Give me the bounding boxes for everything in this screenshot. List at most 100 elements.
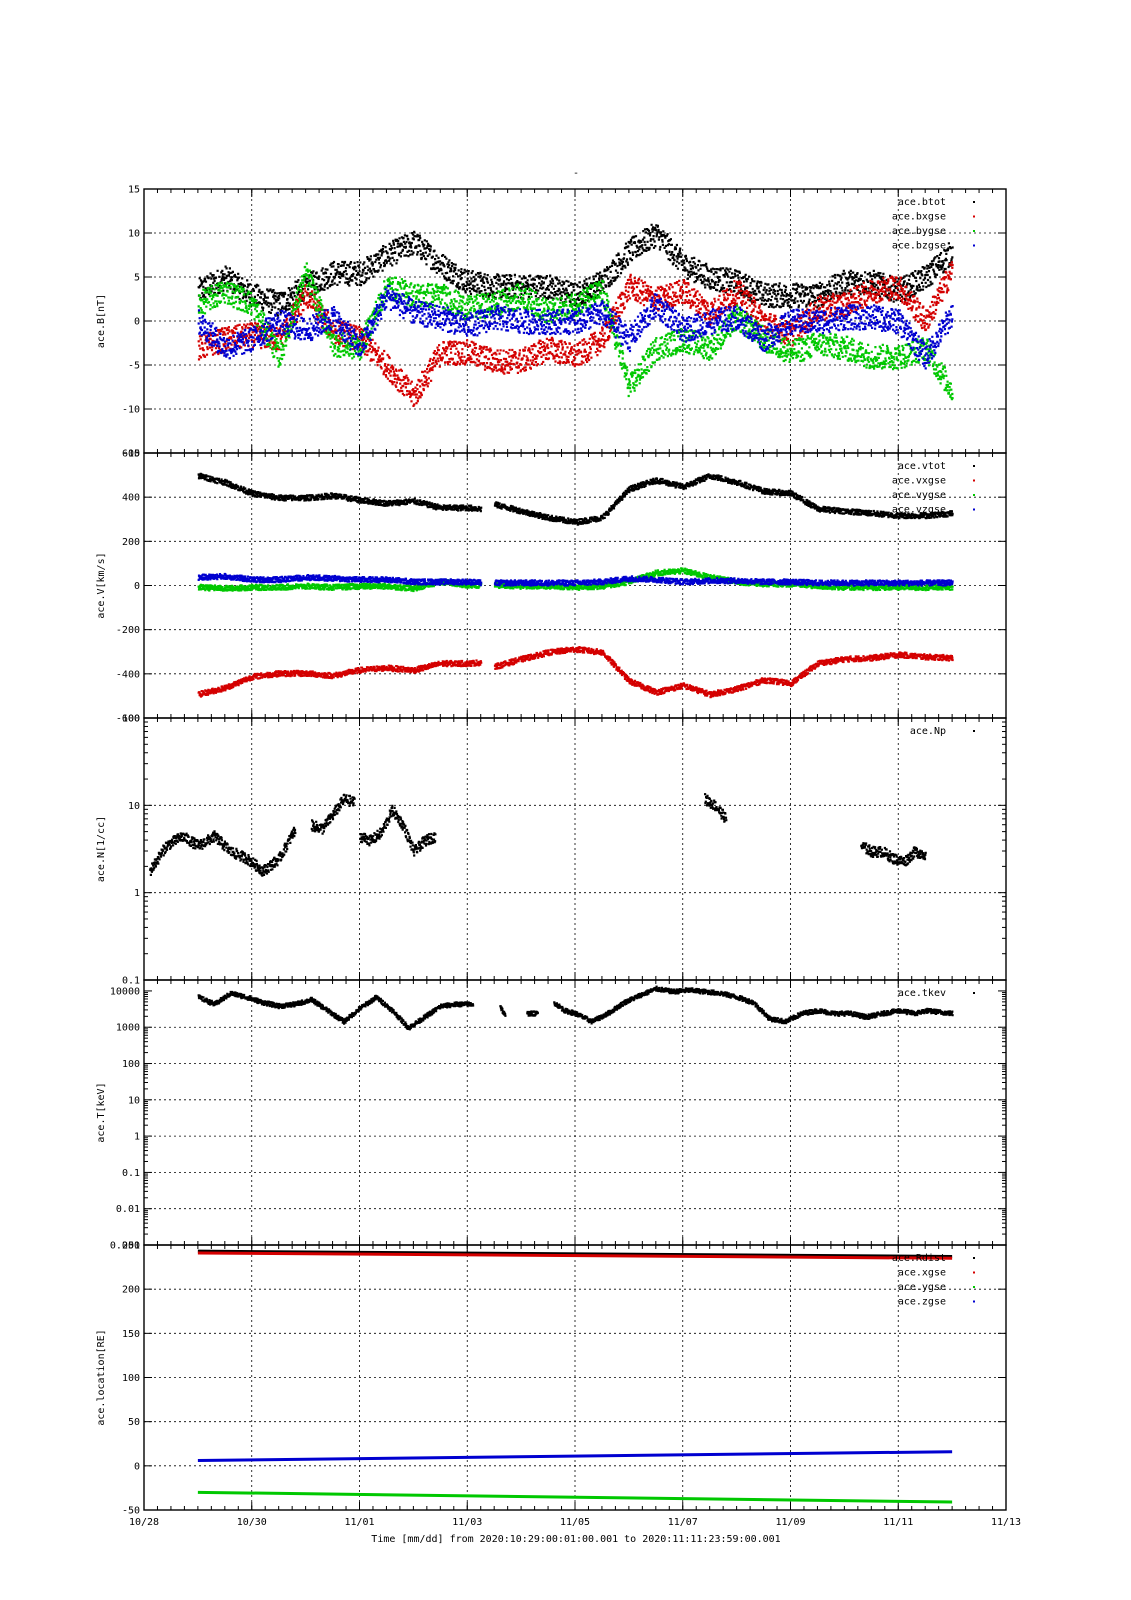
legend-label: ace.btot — [898, 197, 946, 208]
series-ace-xgse — [197, 1251, 953, 1260]
legend-label: ace.tkev — [898, 988, 946, 999]
y-tick-label: 250 — [122, 1241, 140, 1252]
panel-B: -15 -10 -5 0 5 10 15 ace.btot ace.bxgse ace.bygse… — [96, 185, 1007, 460]
legend-marker — [973, 230, 975, 232]
legend-marker — [973, 465, 975, 467]
y-tick-label: 0.001 — [110, 1241, 140, 1252]
y-tick-label: 0.1 — [122, 976, 140, 987]
series-points — [499, 1005, 507, 1017]
legend-marker — [973, 1286, 975, 1288]
legend-label: ace.vtot — [898, 461, 946, 472]
y-tick-label: 5 — [134, 273, 140, 284]
legend-marker — [973, 479, 975, 482]
x-tick-label: 11/01 — [344, 1517, 374, 1528]
y-axis-title: ace.T[keV] — [96, 1082, 107, 1142]
series-points — [553, 985, 954, 1025]
legend-label: ace.Np — [910, 726, 946, 737]
legend-label: ace.bzgse — [892, 241, 946, 252]
y-tick-label: 200 — [122, 1285, 140, 1296]
legend-label: ace.bxgse — [892, 212, 946, 223]
y-tick-label: 0 — [134, 317, 140, 328]
series-line — [197, 1490, 953, 1504]
series-points — [526, 1010, 539, 1017]
series-points — [359, 804, 437, 857]
legend-marker — [973, 992, 975, 994]
y-tick-label: 1000 — [116, 1023, 140, 1034]
series-ace-Np — [149, 793, 927, 877]
legend-label: ace.bygse — [892, 226, 946, 237]
y-tick-label: -15 — [122, 449, 140, 460]
panels: -15-10-5051015ace.btotace.bxgseace.bygse… — [96, 185, 1007, 1517]
legend-label: ace.Rdist — [892, 1253, 946, 1264]
y-tick-label: 1 — [134, 888, 140, 899]
time-axis: 10/28 10/30 11/01 11/03 11/05 11/07 11/09 11/11… — [129, 1517, 1021, 1528]
series-ace-vzgse — [197, 572, 954, 587]
legend-marker — [973, 730, 975, 732]
series-ace-vygse — [197, 567, 954, 593]
series-ace-bzgse — [197, 284, 954, 370]
legend-marker — [973, 244, 975, 247]
panel-frame — [143, 1244, 1007, 1511]
y-axis-title: ace.location[RE] — [96, 1329, 107, 1425]
series-points — [704, 793, 728, 823]
legend-label: ace.zgse — [898, 1297, 946, 1308]
series-layer — [197, 223, 954, 407]
legend-marker — [973, 201, 975, 203]
y-tick-label: 100 — [122, 714, 140, 725]
y-tick-label: 400 — [122, 493, 140, 504]
legend-marker — [973, 1300, 975, 1303]
y-tick-label: 0.01 — [116, 1204, 140, 1215]
y-axis-title: ace.B[nT] — [96, 294, 107, 348]
x-tick-label: 10/28 — [129, 1517, 159, 1528]
y-tick-label: 15 — [128, 185, 140, 196]
panel-T: 0.001 0.01 0.1 1 10 100 1000 10000 ace.tkev ace.T… — [96, 979, 1007, 1252]
series-points — [310, 793, 356, 835]
y-tick-label: -600 — [116, 714, 140, 725]
y-tick-label: -10 — [122, 405, 140, 416]
legend-label: ace.ygse — [898, 1282, 946, 1293]
y-tick-label: 200 — [122, 537, 140, 548]
series-line — [197, 1249, 953, 1258]
panel-N: 0.1 1 10 100 ace.Np ace.N[1/cc] — [96, 714, 1007, 987]
x-tick-label: 11/05 — [560, 1517, 590, 1528]
series-points — [860, 842, 927, 867]
legend-marker — [973, 215, 975, 218]
series-layer — [149, 793, 927, 877]
figure-title: - — [573, 168, 579, 179]
series-points — [197, 567, 954, 593]
y-tick-label: -50 — [122, 1506, 140, 1517]
time-axis-label: Time [mm/dd] from 2020:10:29:00:01:00.00… — [371, 1534, 780, 1545]
legend-marker — [973, 1257, 975, 1259]
y-tick-label: 0.1 — [122, 1168, 140, 1179]
y-tick-label: 0 — [134, 581, 140, 592]
series-ace-tkev — [197, 985, 954, 1031]
y-tick-label: 10000 — [110, 986, 140, 997]
series-points — [197, 990, 475, 1031]
x-tick-label: 10/30 — [237, 1517, 267, 1528]
series-points — [197, 646, 954, 699]
y-tick-label: -200 — [116, 625, 140, 636]
x-tick-label: 11/09 — [775, 1517, 805, 1528]
y-axis-title: ace.N[1/cc] — [96, 816, 107, 882]
series-points — [197, 284, 954, 370]
series-layer — [197, 1249, 953, 1504]
legend-label: ace.vzgse — [892, 505, 946, 516]
y-tick-label: -5 — [128, 361, 140, 372]
legend-marker — [973, 508, 975, 511]
series-ace-ygse — [197, 1490, 953, 1504]
y-tick-label: 100 — [122, 1059, 140, 1070]
series-ace-vtot — [197, 472, 954, 526]
legend-label: ace.vygse — [892, 490, 946, 501]
series-line — [197, 1450, 953, 1463]
y-axis-title: ace.V[km/s] — [96, 552, 107, 618]
legend-marker — [973, 1271, 975, 1274]
y-tick-label: 10 — [128, 1095, 140, 1106]
series-points — [197, 572, 954, 587]
y-tick-label: 600 — [122, 449, 140, 460]
series-points — [197, 472, 954, 526]
panel-location: -50 0 50 100 150 200 250 ace.Rdist ace.xgse ace.y… — [96, 1241, 1007, 1517]
series-ace-zgse — [197, 1450, 953, 1463]
series-line — [197, 1251, 953, 1260]
x-tick-label: 11/07 — [668, 1517, 698, 1528]
